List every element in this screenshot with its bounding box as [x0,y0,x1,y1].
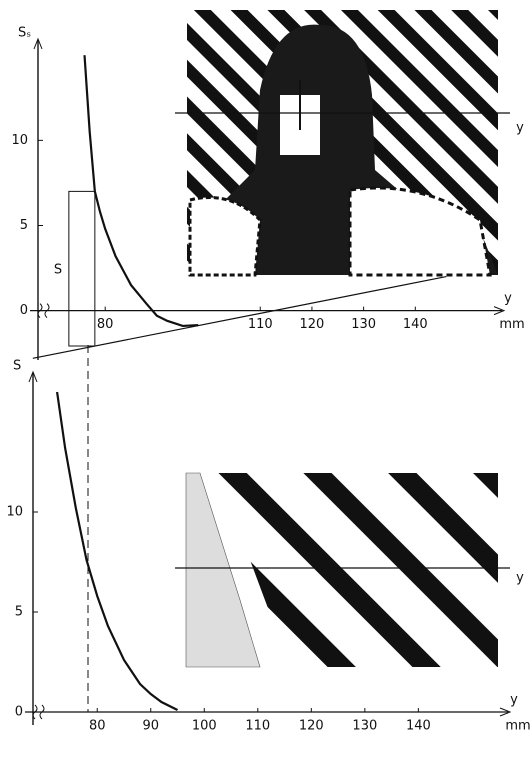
x-tick-label: 110 [248,317,273,332]
top-inset-photo [175,10,510,277]
curve [32,275,447,359]
curve [83,55,199,328]
y-tick-label: 10 [11,133,28,148]
y-tick-label: 0 [20,303,28,318]
x-tick-label: 110 [245,719,270,734]
annotation: 2 [456,575,464,589]
annotation: y=0 [288,133,313,147]
x-tick-label: 80 [89,719,106,734]
y-tick-label: 5 [15,605,23,620]
y-axis-arrow [28,370,38,383]
x-axis-unit: mm [505,719,530,734]
curve [55,391,179,711]
x-tick-label: 120 [299,719,324,734]
annotation: y [516,571,524,586]
x-tick-label: 80 [97,317,114,332]
y-tick-label: 10 [6,505,23,520]
x-tick-label: 130 [351,317,376,332]
x-axis-arrow [499,707,512,717]
bracket [68,190,95,347]
x-tick-label: 120 [300,317,325,332]
x-tick-label: 100 [192,719,217,734]
x-axis-arrow [493,306,506,316]
x-tick-label: 90 [142,719,159,734]
x-tick-label: 130 [352,719,377,734]
y-axis-label: S [13,359,21,374]
annotation: y [516,121,524,136]
bottom-inset-photo [175,472,510,668]
annotation: S [54,263,62,278]
x-axis-label: y [504,291,512,306]
y-axis-arrow [33,37,43,50]
x-tick-label: 140 [403,317,428,332]
annotation: 0 [298,575,306,589]
x-axis-unit: mm [499,317,524,332]
y-tick-label: 5 [20,218,28,233]
annotation: 1 [371,575,379,589]
x-axis-label: y [510,693,518,708]
y-axis-label: Sₛ [18,26,31,41]
x-tick-label: 140 [406,719,431,734]
y-tick-label: 0 [15,705,23,720]
